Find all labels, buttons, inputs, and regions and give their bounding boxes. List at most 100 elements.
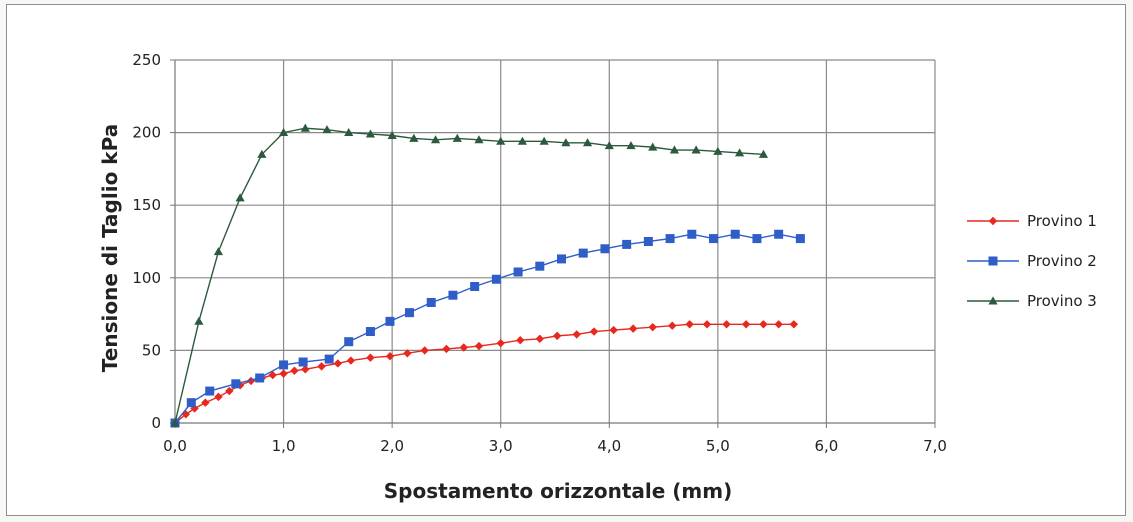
data-point <box>609 325 618 335</box>
data-point <box>513 267 523 277</box>
data-point <box>557 254 567 264</box>
data-point <box>365 129 376 138</box>
data-point <box>405 308 415 318</box>
data-point <box>774 229 784 239</box>
data-point <box>758 149 769 158</box>
legend-item: Provino 3 <box>967 292 1097 310</box>
data-point <box>246 376 256 386</box>
data-point <box>734 148 745 157</box>
legend-item: Provino 2 <box>967 252 1097 270</box>
data-point <box>290 366 299 375</box>
series-3 <box>170 123 769 427</box>
y-tick-label: 200 <box>132 124 161 142</box>
x-tick-label: 4,0 <box>597 437 621 455</box>
data-point <box>622 239 632 249</box>
x-tick-label: 2,0 <box>380 437 404 455</box>
data-point <box>572 330 581 339</box>
data-point <box>496 338 505 348</box>
data-point <box>385 352 395 361</box>
data-point <box>496 136 506 145</box>
data-point <box>301 365 310 374</box>
data-point <box>474 135 484 144</box>
legend-label: Provino 3 <box>1027 292 1097 310</box>
data-point <box>517 136 528 145</box>
data-point <box>600 244 610 254</box>
data-point <box>702 320 712 329</box>
data-point <box>759 320 768 329</box>
data-point <box>448 290 458 300</box>
legend-label: Provino 1 <box>1027 212 1097 230</box>
data-point <box>578 248 588 258</box>
data-point <box>628 324 638 333</box>
legend-marker <box>988 216 998 226</box>
data-point <box>201 398 210 407</box>
series-2 <box>170 229 805 428</box>
data-point <box>385 316 395 326</box>
data-point <box>604 141 614 150</box>
x-tick-label: 3,0 <box>489 437 513 455</box>
y-tick-label: 100 <box>132 269 161 287</box>
data-point <box>730 229 740 239</box>
tick-labels: 0,0 1,0 2,0 3,0 4,0 5,0 6,0 7,0 0 50 100 150 200 250 <box>132 51 947 455</box>
data-point <box>344 128 354 137</box>
data-point <box>648 142 658 151</box>
data-point <box>561 138 571 147</box>
data-point <box>268 370 277 380</box>
data-point <box>279 369 288 378</box>
data-point <box>668 321 677 330</box>
data-point <box>298 357 308 367</box>
y-axis-title: Tensione di Taglio kPa <box>98 124 122 372</box>
x-tick-label: 6,0 <box>814 437 838 455</box>
data-point <box>255 373 265 383</box>
y-tick-label: 250 <box>132 51 161 69</box>
data-point <box>539 136 549 145</box>
data-point <box>552 331 562 341</box>
data-point <box>186 398 196 408</box>
data-point <box>225 386 234 396</box>
legend-marker <box>988 296 998 305</box>
data-point <box>442 344 451 354</box>
data-point <box>344 337 354 347</box>
line-chart: 0,0 1,0 2,0 3,0 4,0 5,0 6,0 7,0050100150200250 … <box>98 51 1097 503</box>
data-point <box>516 336 525 345</box>
data-point <box>709 234 719 244</box>
data-point <box>691 145 701 154</box>
data-point <box>741 320 751 329</box>
data-point <box>387 130 397 139</box>
x-tick-label: 5,0 <box>706 437 730 455</box>
data-point <box>426 297 436 307</box>
data-point <box>713 146 723 155</box>
data-point <box>774 320 783 329</box>
data-point <box>430 135 441 144</box>
data-point <box>346 356 356 365</box>
series-1 <box>170 320 799 428</box>
data-point <box>279 360 289 370</box>
data-point <box>589 327 599 336</box>
data-point <box>420 346 429 355</box>
data-point <box>403 349 412 358</box>
data-point <box>213 247 224 256</box>
data-point <box>365 327 375 337</box>
data-point <box>535 334 544 343</box>
data-point <box>669 145 680 154</box>
data-point <box>257 149 267 158</box>
data-point <box>194 316 204 325</box>
data-point <box>626 141 636 150</box>
legend-label: Provino 2 <box>1027 252 1097 270</box>
data-point <box>648 322 657 332</box>
x-tick-label: 0,0 <box>163 437 187 455</box>
data-point <box>582 138 593 147</box>
data-point <box>687 229 697 239</box>
grid-lines <box>175 59 936 423</box>
data-point <box>795 234 805 244</box>
data-point <box>643 237 653 246</box>
data-point <box>474 341 484 351</box>
data-point <box>685 320 694 329</box>
data-point <box>235 193 245 202</box>
data-point <box>214 392 223 402</box>
y-tick-label: 0 <box>151 414 161 432</box>
legend-marker <box>988 256 998 266</box>
data-point <box>366 353 375 362</box>
data-point <box>317 362 326 371</box>
data-point <box>333 359 343 368</box>
